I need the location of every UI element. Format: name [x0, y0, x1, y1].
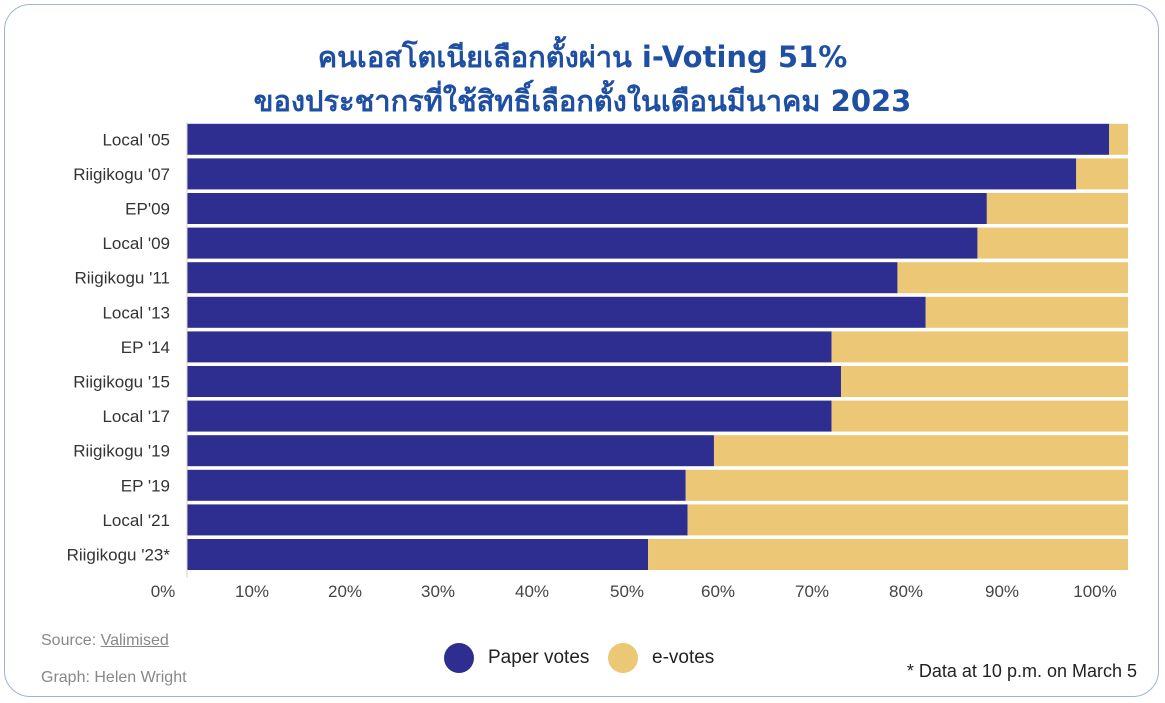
legend-label-paper-votes: Paper votes — [488, 647, 590, 668]
bar-paper-votes-10 — [187, 469, 686, 501]
bar-paper-votes-7 — [187, 366, 841, 397]
y-tick-label-12: Riigikogu '23* — [67, 546, 171, 565]
x-tick-label-5: 50% — [610, 582, 644, 601]
x-tick-label-4: 40% — [515, 582, 549, 601]
bar-paper-votes-9 — [187, 435, 714, 467]
bar-paper-votes-0 — [187, 123, 1110, 155]
bar-e-votes-10 — [685, 469, 1128, 501]
chart-title-line-1: คนเอสโตเนียเลือกตั้งผ่าน i-Voting 51% — [317, 40, 848, 74]
y-tick-label-3: Local '09 — [102, 234, 170, 253]
bar-e-votes-6 — [831, 331, 1128, 363]
y-tick-label-2: EP'09 — [125, 200, 170, 219]
bar-e-votes-1 — [1076, 158, 1128, 190]
bar-e-votes-11 — [687, 504, 1128, 536]
legend-item-paper-votes: Paper votes — [444, 640, 589, 676]
legend-item-e-votes: e-votes — [608, 640, 714, 676]
x-tick-label-7: 70% — [795, 582, 829, 601]
bar-e-votes-7 — [840, 366, 1128, 397]
bar-e-votes-0 — [1109, 123, 1128, 155]
y-tick-label-4: Riigikogu '11 — [74, 269, 170, 288]
legend-swatch-e-votes — [608, 643, 638, 673]
chart-title-line-2: ของประชากรที่ใช้สิทธิ์เลือกตั้งในเดือนมี… — [253, 84, 912, 118]
y-tick-label-8: Local '17 — [102, 407, 170, 426]
y-tick-label-1: Riigikogu '07 — [73, 165, 170, 184]
x-tick-label-10: 100% — [1073, 582, 1116, 601]
y-tick-label-5: Local '13 — [102, 303, 170, 322]
bar-e-votes-12 — [648, 539, 1128, 570]
x-tick-label-3: 30% — [421, 582, 455, 601]
bar-paper-votes-4 — [187, 262, 898, 294]
y-tick-label-7: Riigikogu '15 — [73, 373, 170, 392]
y-tick-label-10: EP '19 — [121, 476, 170, 495]
graph-credit: Graph: Helen Wright — [41, 669, 187, 686]
bar-e-votes-3 — [977, 227, 1128, 259]
bar-e-votes-8 — [831, 400, 1128, 432]
x-tick-label-6: 60% — [701, 582, 735, 601]
bar-paper-votes-12 — [187, 539, 649, 570]
x-tick-label-8: 80% — [889, 582, 923, 601]
x-tick-label-2: 20% — [328, 582, 362, 601]
bar-e-votes-5 — [925, 296, 1128, 328]
bar-paper-votes-6 — [187, 331, 832, 363]
bar-paper-votes-1 — [187, 158, 1077, 190]
bar-paper-votes-11 — [187, 504, 688, 536]
y-tick-label-0: Local '05 — [102, 130, 170, 149]
footnote: * Data at 10 p.m. on March 5 — [906, 661, 1137, 681]
source-link[interactable]: Valimised — [100, 632, 169, 649]
bar-paper-votes-3 — [187, 227, 978, 259]
y-tick-label-6: EP '14 — [121, 338, 170, 357]
y-tick-label-11: Local '21 — [102, 511, 170, 530]
source-prefix: Source: — [41, 632, 101, 649]
legend-label-e-votes: e-votes — [652, 647, 715, 668]
source-label: Source: Valimised — [41, 632, 169, 650]
bar-paper-votes-5 — [187, 296, 926, 328]
x-tick-label-1: 10% — [235, 582, 269, 601]
x-tick-label-0: 0% — [151, 582, 176, 601]
legend-swatch-paper-votes — [444, 643, 474, 673]
x-tick-label-9: 90% — [985, 582, 1019, 601]
y-tick-label-9: Riigikogu '19 — [73, 442, 170, 461]
bar-paper-votes-2 — [187, 193, 987, 224]
bar-paper-votes-8 — [187, 400, 832, 432]
bar-e-votes-9 — [713, 435, 1128, 467]
bar-e-votes-4 — [897, 262, 1128, 294]
bar-e-votes-2 — [986, 193, 1128, 224]
